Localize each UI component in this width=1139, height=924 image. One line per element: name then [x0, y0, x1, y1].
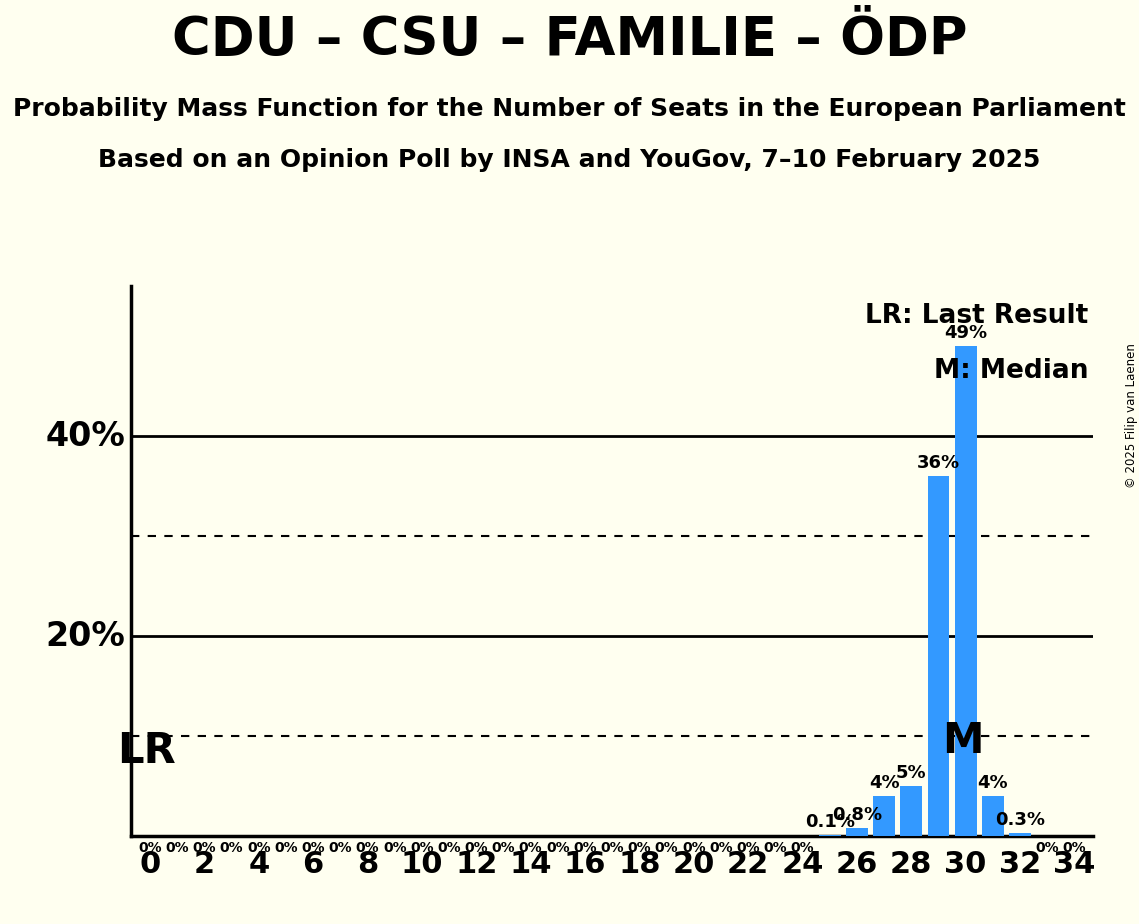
Text: 0%: 0% [383, 841, 407, 856]
Text: 0%: 0% [1035, 841, 1059, 856]
Bar [819, 835, 841, 836]
Text: 40%: 40% [46, 419, 125, 453]
Text: 0%: 0% [655, 841, 679, 856]
Text: 0%: 0% [492, 841, 515, 856]
Text: 0%: 0% [710, 841, 732, 856]
Bar [927, 477, 949, 836]
Bar [874, 796, 895, 836]
Text: 0%: 0% [165, 841, 189, 856]
Text: 0%: 0% [302, 841, 325, 856]
Text: 20%: 20% [46, 620, 125, 652]
Text: 0%: 0% [220, 841, 244, 856]
Text: 5%: 5% [896, 764, 927, 783]
Bar [846, 828, 868, 836]
Text: 0%: 0% [763, 841, 787, 856]
Text: 0%: 0% [628, 841, 652, 856]
Text: 0%: 0% [465, 841, 489, 856]
Text: 0.3%: 0.3% [995, 811, 1044, 829]
Text: © 2025 Filip van Laenen: © 2025 Filip van Laenen [1124, 344, 1138, 488]
Text: LR: Last Result: LR: Last Result [866, 303, 1089, 329]
Text: 0%: 0% [247, 841, 271, 856]
Text: 49%: 49% [944, 324, 988, 343]
Text: 0%: 0% [138, 841, 162, 856]
Text: 0%: 0% [437, 841, 461, 856]
Text: Probability Mass Function for the Number of Seats in the European Parliament: Probability Mass Function for the Number… [13, 97, 1126, 121]
Text: 0%: 0% [192, 841, 216, 856]
Text: M: M [942, 721, 984, 762]
Text: 0%: 0% [682, 841, 705, 856]
Text: 4%: 4% [869, 774, 900, 792]
Text: 0%: 0% [790, 841, 814, 856]
Text: Based on an Opinion Poll by INSA and YouGov, 7–10 February 2025: Based on an Opinion Poll by INSA and You… [98, 148, 1041, 172]
Bar [954, 346, 976, 836]
Text: 0%: 0% [736, 841, 760, 856]
Text: LR: LR [117, 730, 177, 772]
Text: 0.8%: 0.8% [831, 807, 882, 824]
Bar [1009, 833, 1031, 836]
Text: 0%: 0% [546, 841, 570, 856]
Text: CDU – CSU – FAMILIE – ÖDP: CDU – CSU – FAMILIE – ÖDP [172, 14, 967, 66]
Text: 0%: 0% [519, 841, 542, 856]
Bar [901, 786, 923, 836]
Text: 0%: 0% [573, 841, 597, 856]
Bar [982, 796, 1003, 836]
Text: 4%: 4% [977, 774, 1008, 792]
Text: M: Median: M: Median [934, 358, 1089, 383]
Text: 36%: 36% [917, 455, 960, 472]
Text: 0%: 0% [1063, 841, 1087, 856]
Text: 0%: 0% [410, 841, 434, 856]
Text: 0%: 0% [274, 841, 297, 856]
Text: 0.1%: 0.1% [805, 813, 854, 832]
Text: 0%: 0% [328, 841, 352, 856]
Text: 0%: 0% [600, 841, 624, 856]
Text: 0%: 0% [355, 841, 379, 856]
